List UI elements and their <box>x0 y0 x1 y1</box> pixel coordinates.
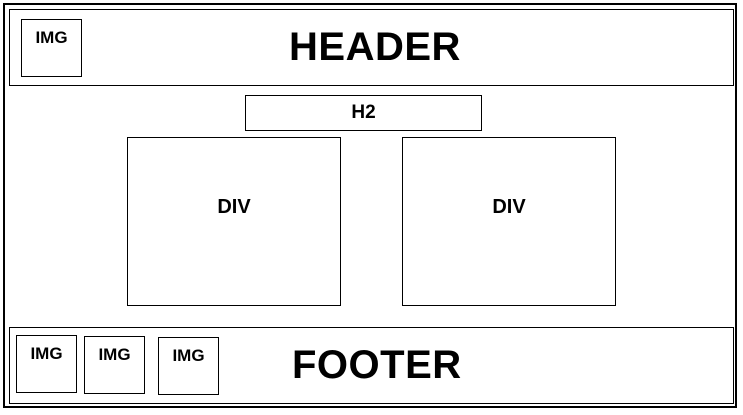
header-image-label: IMG <box>35 28 68 47</box>
footer-image-label-2: IMG <box>98 345 131 364</box>
content-div-right: DIV <box>402 137 616 306</box>
footer-image-label-1: IMG <box>30 344 63 363</box>
header-title: HEADER <box>289 25 461 69</box>
content-div-left: DIV <box>127 137 341 306</box>
content-div-left-label: DIV <box>217 196 251 218</box>
footer-image-placeholder-3: IMG <box>158 337 219 395</box>
heading-label: H2 <box>351 102 376 123</box>
footer-title: FOOTER <box>292 343 462 387</box>
footer-image-placeholder-2: IMG <box>84 336 145 394</box>
header-block <box>9 9 734 86</box>
page-frame <box>3 3 737 408</box>
heading-placeholder: H2 <box>245 95 482 131</box>
footer-image-placeholder-1: IMG <box>16 335 77 393</box>
header-image-placeholder: IMG <box>21 19 82 77</box>
content-div-right-label: DIV <box>492 196 526 218</box>
footer-image-label-3: IMG <box>172 346 205 365</box>
